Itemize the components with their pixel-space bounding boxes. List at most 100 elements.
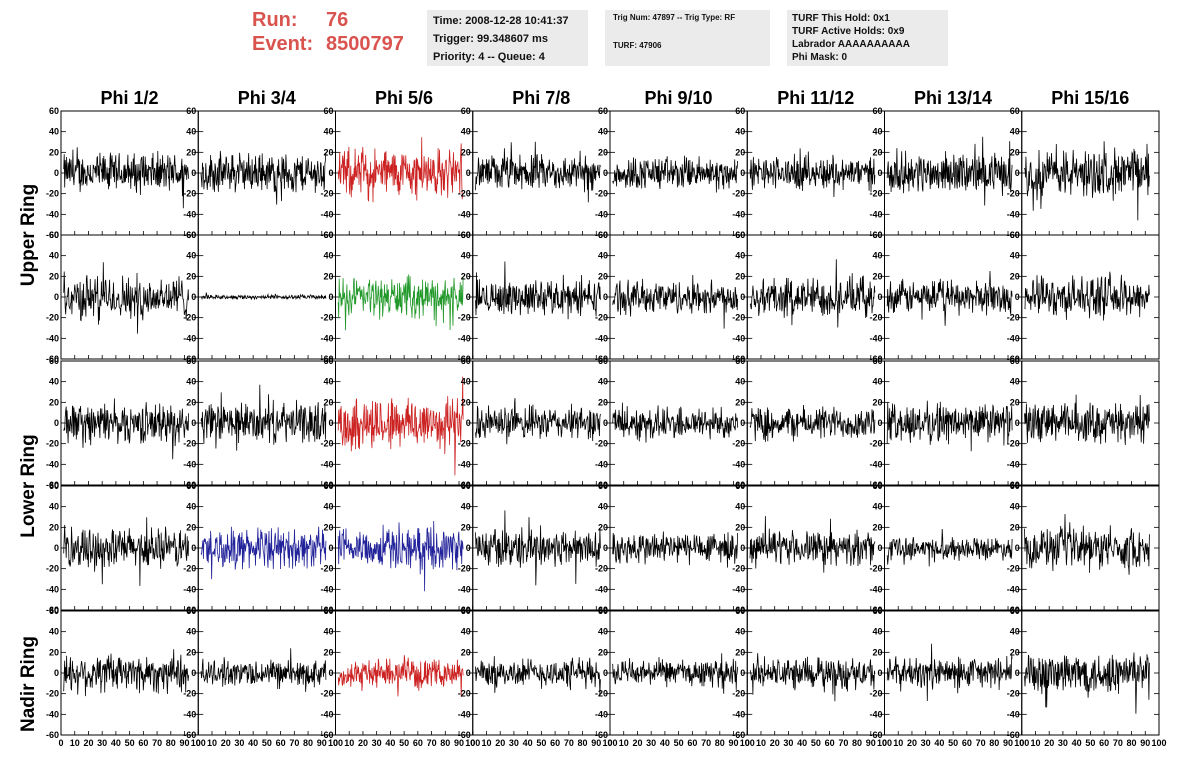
ylabel-r2-c5-4: 20 <box>598 271 608 281</box>
waveform-r5-c7 <box>886 643 1013 702</box>
ylabel-r2-c6-0: -60 <box>732 354 745 364</box>
ylabel-r3-c8-3: 0 <box>1015 418 1020 428</box>
ylabel-r4-c4-0: -60 <box>458 605 471 615</box>
ylabel-r4-c1-0: -60 <box>46 605 59 615</box>
ylabel-r3-c3-6: 60 <box>323 356 333 366</box>
ylabel-r2-c3-1: -40 <box>320 333 333 343</box>
ylabel-r5-c5-5: 40 <box>598 627 608 637</box>
ylabel-r4-c4-4: 20 <box>461 522 471 532</box>
ylabel-r3-c7-5: 40 <box>872 377 882 387</box>
xlabel-c2-9: 90 <box>317 738 327 748</box>
xlabel-c4-10: 100 <box>602 738 617 748</box>
xlabel-c8-10: 100 <box>1151 738 1166 748</box>
ylabel-r4-c6-3: 0 <box>740 543 745 553</box>
column-header-2: Phi 3/4 <box>237 88 296 108</box>
ylabel-r3-c4-2: -20 <box>458 439 471 449</box>
ylabel-r3-c8-0: -60 <box>1007 480 1020 490</box>
ylabel-r2-c8-1: -40 <box>1007 333 1020 343</box>
xlabel-c6-1: 10 <box>756 738 766 748</box>
turf-hold-panel: TURF This Hold: 0x1 TURF Active Holds: 0… <box>787 10 948 66</box>
ylabel-r4-c7-0: -60 <box>869 605 882 615</box>
ylabel-r3-c7-1: -40 <box>869 459 882 469</box>
ylabel-r5-c8-3: 0 <box>1015 668 1020 678</box>
ylabel-r1-c4-1: -40 <box>458 209 471 219</box>
xlabel-c7-4: 40 <box>934 738 944 748</box>
ylabel-r2-c8-5: 40 <box>1010 251 1020 261</box>
ylabel-r4-c5-4: 20 <box>598 522 608 532</box>
ylabel-r3-c6-6: 60 <box>735 356 745 366</box>
ylabel-r4-c6-2: -20 <box>732 564 745 574</box>
xlabel-c1-1: 10 <box>70 738 80 748</box>
xlabel-c4-8: 80 <box>578 738 588 748</box>
xlabel-c1-3: 30 <box>97 738 107 748</box>
ylabel-r2-c7-0: -60 <box>869 354 882 364</box>
ylabel-r1-c1-3: 0 <box>54 168 59 178</box>
ylabel-r4-c3-1: -40 <box>320 584 333 594</box>
ylabel-r2-c1-5: 40 <box>49 251 59 261</box>
ylabel-r5-c4-3: 0 <box>466 668 471 678</box>
ylabel-r5-c6-3: 0 <box>740 668 745 678</box>
ylabel-r3-c4-3: 0 <box>466 418 471 428</box>
xlabel-c5-3: 30 <box>646 738 656 748</box>
waveform-r2-c3 <box>337 274 464 331</box>
waveform-r5-c4 <box>475 656 601 697</box>
waveform-r2-c7 <box>886 270 1013 326</box>
xlabel-c3-3: 30 <box>372 738 382 748</box>
ylabel-r3-c4-1: -40 <box>458 459 471 469</box>
ylabel-r4-c2-5: 40 <box>186 502 196 512</box>
ylabel-r1-c5-4: 20 <box>598 147 608 157</box>
xlabel-c1-2: 20 <box>83 738 93 748</box>
ylabel-r5-c2-0: -60 <box>183 730 196 740</box>
turf-text: TURF: 47906 <box>613 41 662 50</box>
ylabel-r5-c1-1: -40 <box>46 709 59 719</box>
ylabel-r4-c8-4: 20 <box>1010 522 1020 532</box>
xlabel-c1-0: 0 <box>58 738 63 748</box>
xlabel-c1-5: 50 <box>125 738 135 748</box>
ylabel-r2-c5-2: -20 <box>595 313 608 323</box>
waveform-r3-c2 <box>200 384 327 451</box>
ylabel-r5-c4-5: 40 <box>461 627 471 637</box>
ylabel-r4-c3-6: 60 <box>323 481 333 491</box>
ylabel-r1-c5-1: -40 <box>595 209 608 219</box>
ylabel-r1-c8-3: 0 <box>1015 168 1020 178</box>
waveform-r3-c1 <box>63 398 189 460</box>
ylabel-r4-c1-6: 60 <box>49 481 59 491</box>
column-header-1: Phi 1/2 <box>100 88 159 108</box>
ylabel-r3-c6-2: -20 <box>732 439 745 449</box>
ylabel-r3-c2-1: -40 <box>183 459 196 469</box>
ylabel-r2-c4-1: -40 <box>458 333 471 343</box>
labrador-text: Labrador AAAAAAAAAA <box>792 39 910 50</box>
ylabel-r2-c7-4: 20 <box>872 271 882 281</box>
ylabel-r4-c7-2: -20 <box>869 564 882 574</box>
ylabel-r1-c2-2: -20 <box>183 189 196 199</box>
ylabel-r3-c8-4: 20 <box>1010 397 1020 407</box>
xlabel-c2-3: 30 <box>234 738 244 748</box>
ylabel-r4-c8-1: -40 <box>1007 584 1020 594</box>
ylabel-r1-c4-5: 40 <box>461 127 471 137</box>
ylabel-r2-c4-0: -60 <box>458 354 471 364</box>
ylabel-r2-c2-3: 0 <box>191 292 196 302</box>
xlabel-c8-6: 60 <box>1099 738 1109 748</box>
ylabel-r2-c3-3: 0 <box>328 292 333 302</box>
ylabel-r5-c3-3: 0 <box>328 668 333 678</box>
ylabel-r5-c1-6: 60 <box>49 606 59 616</box>
ylabel-r1-c8-5: 40 <box>1010 127 1020 137</box>
ylabel-r4-c2-2: -20 <box>183 564 196 574</box>
ylabel-r5-c6-4: 20 <box>735 647 745 657</box>
xlabel-c6-4: 40 <box>797 738 807 748</box>
ylabel-r3-c3-4: 20 <box>323 397 333 407</box>
ylabel-r2-c3-2: -20 <box>320 313 333 323</box>
ylabel-r4-c2-3: 0 <box>191 543 196 553</box>
ylabel-r2-c8-6: 60 <box>1010 230 1020 240</box>
xlabel-c1-4: 40 <box>111 738 121 748</box>
ylabel-r5-c6-6: 60 <box>735 606 745 616</box>
ylabel-r4-c7-5: 40 <box>872 502 882 512</box>
ylabel-r1-c2-6: 60 <box>186 106 196 116</box>
waveform-r3-c7 <box>886 400 1013 452</box>
ylabel-r3-c7-4: 20 <box>872 397 882 407</box>
xlabel-c4-6: 60 <box>550 738 560 748</box>
ylabel-r4-c8-6: 60 <box>1010 481 1020 491</box>
ylabel-r5-c4-4: 20 <box>461 647 471 657</box>
xlabel-c5-0: 0 <box>607 738 612 748</box>
